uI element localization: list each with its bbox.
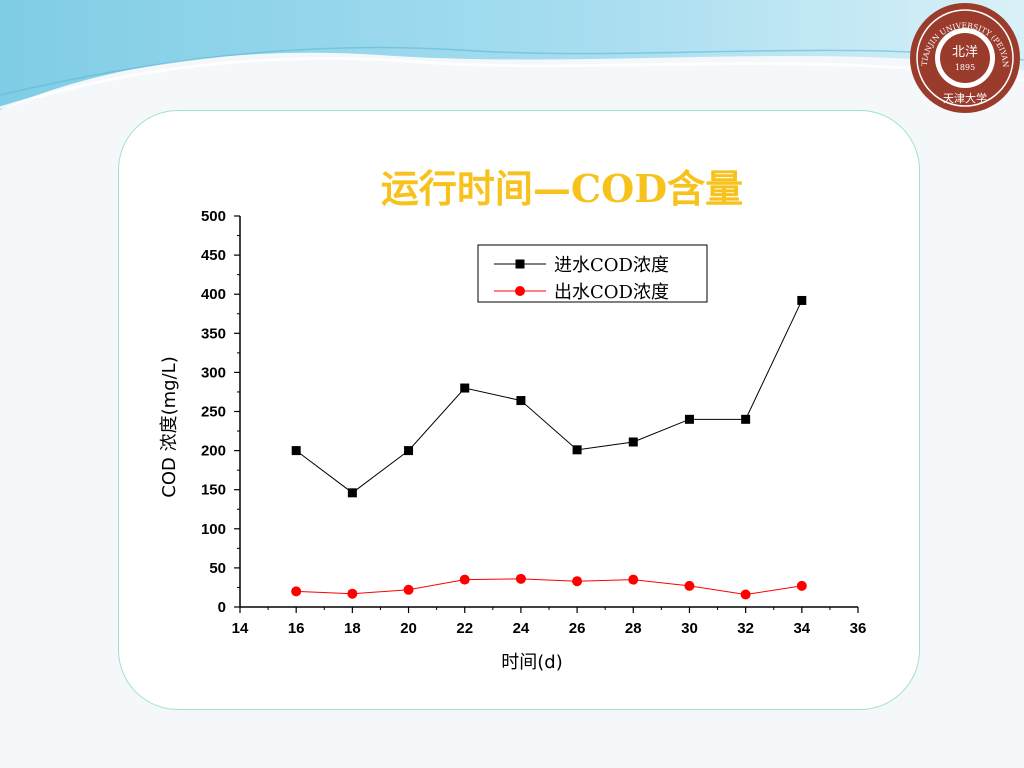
data-point-square bbox=[404, 446, 414, 456]
data-point-square bbox=[572, 445, 582, 455]
header-wave-line bbox=[0, 57, 1024, 110]
logo-year: 1895 bbox=[955, 63, 975, 72]
x-tick-label: 36 bbox=[850, 620, 867, 637]
x-tick-label: 18 bbox=[344, 620, 361, 637]
logo-center-text: 北洋 bbox=[952, 45, 978, 60]
data-point-square bbox=[684, 414, 694, 424]
data-point-circle bbox=[459, 574, 470, 585]
y-ticks: 0 50 100 150 200 250 300 350 400 450 500 bbox=[201, 208, 240, 616]
header-wave-line-2 bbox=[0, 46, 1024, 96]
legend-label: 出水COD浓度 bbox=[554, 282, 669, 303]
data-point-circle bbox=[796, 580, 807, 591]
y-tick-label: 0 bbox=[218, 599, 226, 616]
header-wave bbox=[0, 0, 1024, 110]
y-tick-label: 100 bbox=[201, 521, 226, 538]
y-tick-label: 300 bbox=[201, 364, 226, 381]
data-point-square bbox=[628, 437, 638, 447]
x-tick-label: 28 bbox=[625, 620, 642, 637]
series-line-1 bbox=[295, 300, 803, 494]
series-line-2 bbox=[296, 578, 802, 595]
data-point-circle bbox=[684, 580, 695, 591]
x-tick-label: 20 bbox=[400, 620, 417, 637]
data-point-circle bbox=[291, 586, 302, 597]
x-tick-label: 14 bbox=[232, 620, 249, 637]
y-tick-label: 250 bbox=[201, 404, 226, 421]
y-tick-label: 50 bbox=[209, 560, 226, 577]
logo-bottom-text: 天津大学 bbox=[943, 91, 987, 105]
data-point-square bbox=[797, 295, 807, 305]
x-tick-label: 30 bbox=[681, 620, 698, 637]
y-tick-label: 400 bbox=[201, 286, 226, 303]
x-tick-label: 32 bbox=[737, 620, 754, 637]
y-tick-label: 450 bbox=[201, 247, 226, 264]
legend-label: 进水COD浓度 bbox=[554, 255, 669, 276]
chart-panel bbox=[118, 110, 920, 710]
data-point-circle bbox=[403, 584, 414, 595]
data-point-circle bbox=[740, 589, 751, 600]
x-ticks: 14 16 18 20 22 24 26 28 30 32 34 36 bbox=[232, 607, 867, 637]
data-point-circle bbox=[628, 574, 639, 585]
y-tick-label: 150 bbox=[201, 482, 226, 499]
y-tick-label: 200 bbox=[201, 443, 226, 460]
university-logo: TIANJIN UNIVERSITY (PEIYANG UNIVERSITY) … bbox=[910, 3, 1020, 113]
slide-title: 运行时间—COD含量 bbox=[381, 166, 743, 211]
x-tick-label: 16 bbox=[288, 620, 305, 637]
data-point-square bbox=[291, 446, 301, 456]
legend-marker-square bbox=[515, 259, 525, 269]
y-tick-label: 350 bbox=[201, 325, 226, 342]
data-point-circle bbox=[515, 573, 526, 584]
data-point-square bbox=[741, 414, 751, 424]
data-point-square bbox=[347, 488, 357, 498]
x-tick-label: 26 bbox=[569, 620, 586, 637]
data-point-circle bbox=[347, 588, 358, 599]
y-axis-label: COD 浓度(mg/L) bbox=[159, 356, 180, 497]
legend-marker-circle bbox=[515, 286, 525, 296]
data-point-square bbox=[460, 383, 470, 393]
x-axis-label: 时间(d) bbox=[501, 652, 562, 673]
data-point-square bbox=[516, 396, 526, 406]
x-tick-label: 22 bbox=[456, 620, 473, 637]
x-tick-label: 24 bbox=[513, 620, 530, 637]
data-point-circle bbox=[572, 576, 583, 587]
series-layer bbox=[291, 295, 807, 600]
x-tick-label: 34 bbox=[793, 620, 810, 637]
y-tick-label: 500 bbox=[201, 208, 226, 225]
